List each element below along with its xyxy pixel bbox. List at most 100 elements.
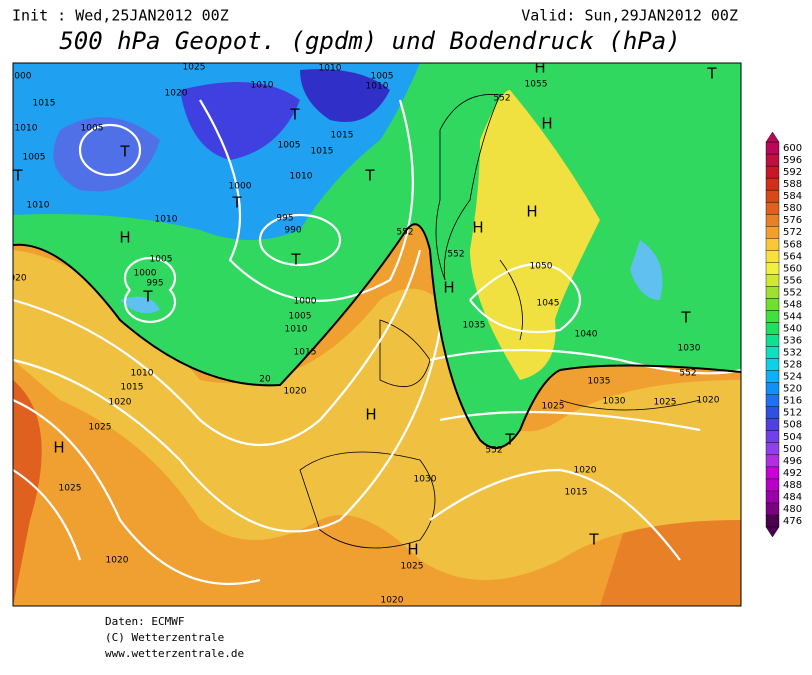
isobar-label: 1025 (542, 402, 565, 412)
colorbar-band (765, 430, 780, 443)
isobar-label: 1030 (678, 344, 701, 354)
isobar-label: 1020 (574, 466, 597, 476)
pressure-center: H (472, 219, 483, 237)
isobar-label: 20 (259, 375, 271, 385)
colorbar-end (765, 526, 780, 538)
isobar-label: 1020 (165, 89, 188, 99)
colorbar-tick-label: 532 (783, 348, 802, 359)
colorbar-band (765, 454, 780, 468)
isobar-label: 1015 (311, 147, 334, 157)
isobar-label: 1040 (575, 330, 598, 340)
pressure-center: H (365, 406, 376, 424)
isobar-label: 1035 (588, 377, 611, 387)
colorbar-tick-label: 540 (783, 323, 802, 334)
footer-copyright: (C) Wetterzentrale (105, 631, 224, 644)
colorbar-tick-label: 516 (783, 396, 802, 407)
isobar-label: 1005 (371, 72, 394, 82)
isobar-label: 1000 (134, 269, 157, 279)
isobar-label: 1020 (106, 556, 129, 566)
pressure-center: T (504, 431, 515, 449)
pressure-center: H (119, 229, 130, 247)
isobar-label: 1000 (294, 297, 317, 307)
isobar-label: 552 (396, 228, 413, 238)
pressure-center: H (526, 203, 537, 221)
colorbar-band (765, 322, 780, 335)
isobar-label: 1005 (289, 312, 312, 322)
pressure-center: T (142, 288, 153, 306)
isobar-label: 552 (485, 446, 502, 456)
isobar-label: 1010 (15, 124, 38, 134)
colorbar-tick-label: 508 (783, 420, 802, 431)
colorbar-tick-label: 484 (783, 492, 802, 503)
isobar-label: 020 (9, 274, 26, 284)
colorbar-tick-label: 600 (783, 143, 802, 154)
colorbar-band (765, 189, 780, 203)
pressure-center: T (680, 309, 691, 327)
colorbar-band (765, 418, 780, 431)
isobar-label: 1020 (284, 387, 307, 397)
isobar-label: 1025 (401, 562, 424, 572)
isobar-label: 1005 (150, 255, 173, 265)
isobar-label: 1010 (319, 64, 342, 74)
pressure-center: T (119, 143, 130, 161)
isobar-label: 1035 (463, 321, 486, 331)
colorbar-band (765, 490, 780, 504)
colorbar-band (765, 394, 780, 407)
isobar-label: 552 (679, 369, 696, 379)
colorbar-tick-label: 584 (783, 191, 802, 202)
map-frame (12, 62, 742, 607)
colorbar-band (765, 406, 780, 419)
isobar-label: 1045 (537, 299, 560, 309)
map-area: H T 1055 H T 1005 T 1010 1020 1015 1010 1005 T 1010 H 1… (9, 63, 741, 606)
isobar-label: 1025 (89, 423, 112, 433)
footer-url: www.wetterzentrale.de (105, 647, 244, 660)
isobar-label: 1000 (9, 72, 32, 82)
isobar-label: 1015 (565, 488, 588, 498)
colorbar-band (765, 213, 780, 227)
colorbar-tick-label: 548 (783, 299, 802, 310)
colorbar-band (765, 274, 780, 287)
isobar-label: 552 (493, 94, 510, 104)
colorbar-band (765, 370, 780, 383)
pressure-center: H (443, 279, 454, 297)
colorbar-tick-label: 596 (783, 155, 802, 166)
colorbar-tick-label: 568 (783, 239, 802, 250)
isobar-label: 995 (146, 279, 163, 289)
isobar-label: 1010 (285, 325, 308, 335)
colorbar-band (765, 310, 780, 323)
isobar-label: 1020 (109, 398, 132, 408)
pressure-center: T (231, 194, 242, 212)
isobar-label: 1005 (278, 141, 301, 151)
colorbar-band (765, 334, 780, 347)
colorbar-tick-label: 564 (783, 251, 802, 262)
isobar-label: 1030 (603, 397, 626, 407)
isobar-label: 1005 (81, 124, 104, 134)
colorbar-tick-label: 592 (783, 167, 802, 178)
colorbar-band (765, 382, 780, 395)
isobar-label: 1025 (59, 484, 82, 494)
isobar-label: 1015 (121, 383, 144, 393)
colorbar-band (765, 226, 780, 239)
colorbar-tick-label: 520 (783, 384, 802, 395)
colorbar-band (765, 238, 780, 251)
colorbar-band (765, 358, 780, 371)
colorbar-tick-label: 528 (783, 360, 802, 371)
colorbar-band (765, 514, 780, 528)
colorbar-tick-label: 476 (783, 516, 802, 527)
colorbar-tick-label: 512 (783, 408, 802, 419)
isobar-label: 1015 (33, 99, 56, 109)
isobar-label: 552 (447, 250, 464, 260)
colorbar-band (765, 286, 780, 299)
pressure-center: H (407, 541, 418, 559)
colorbar-band (765, 153, 780, 167)
isobar-label: 1015 (331, 131, 354, 141)
colorbar-tick-label: 588 (783, 179, 802, 190)
colorbar-tick-label: 580 (783, 203, 802, 214)
valid-time: Valid: Sun,29JAN2012 00Z (521, 7, 738, 25)
colorbar-band (765, 346, 780, 359)
colorbar-tick-label: 576 (783, 215, 802, 226)
colorbar-band (765, 442, 780, 456)
colorbar-tick-label: 500 (783, 444, 802, 455)
isobar-label: 1055 (525, 80, 548, 90)
